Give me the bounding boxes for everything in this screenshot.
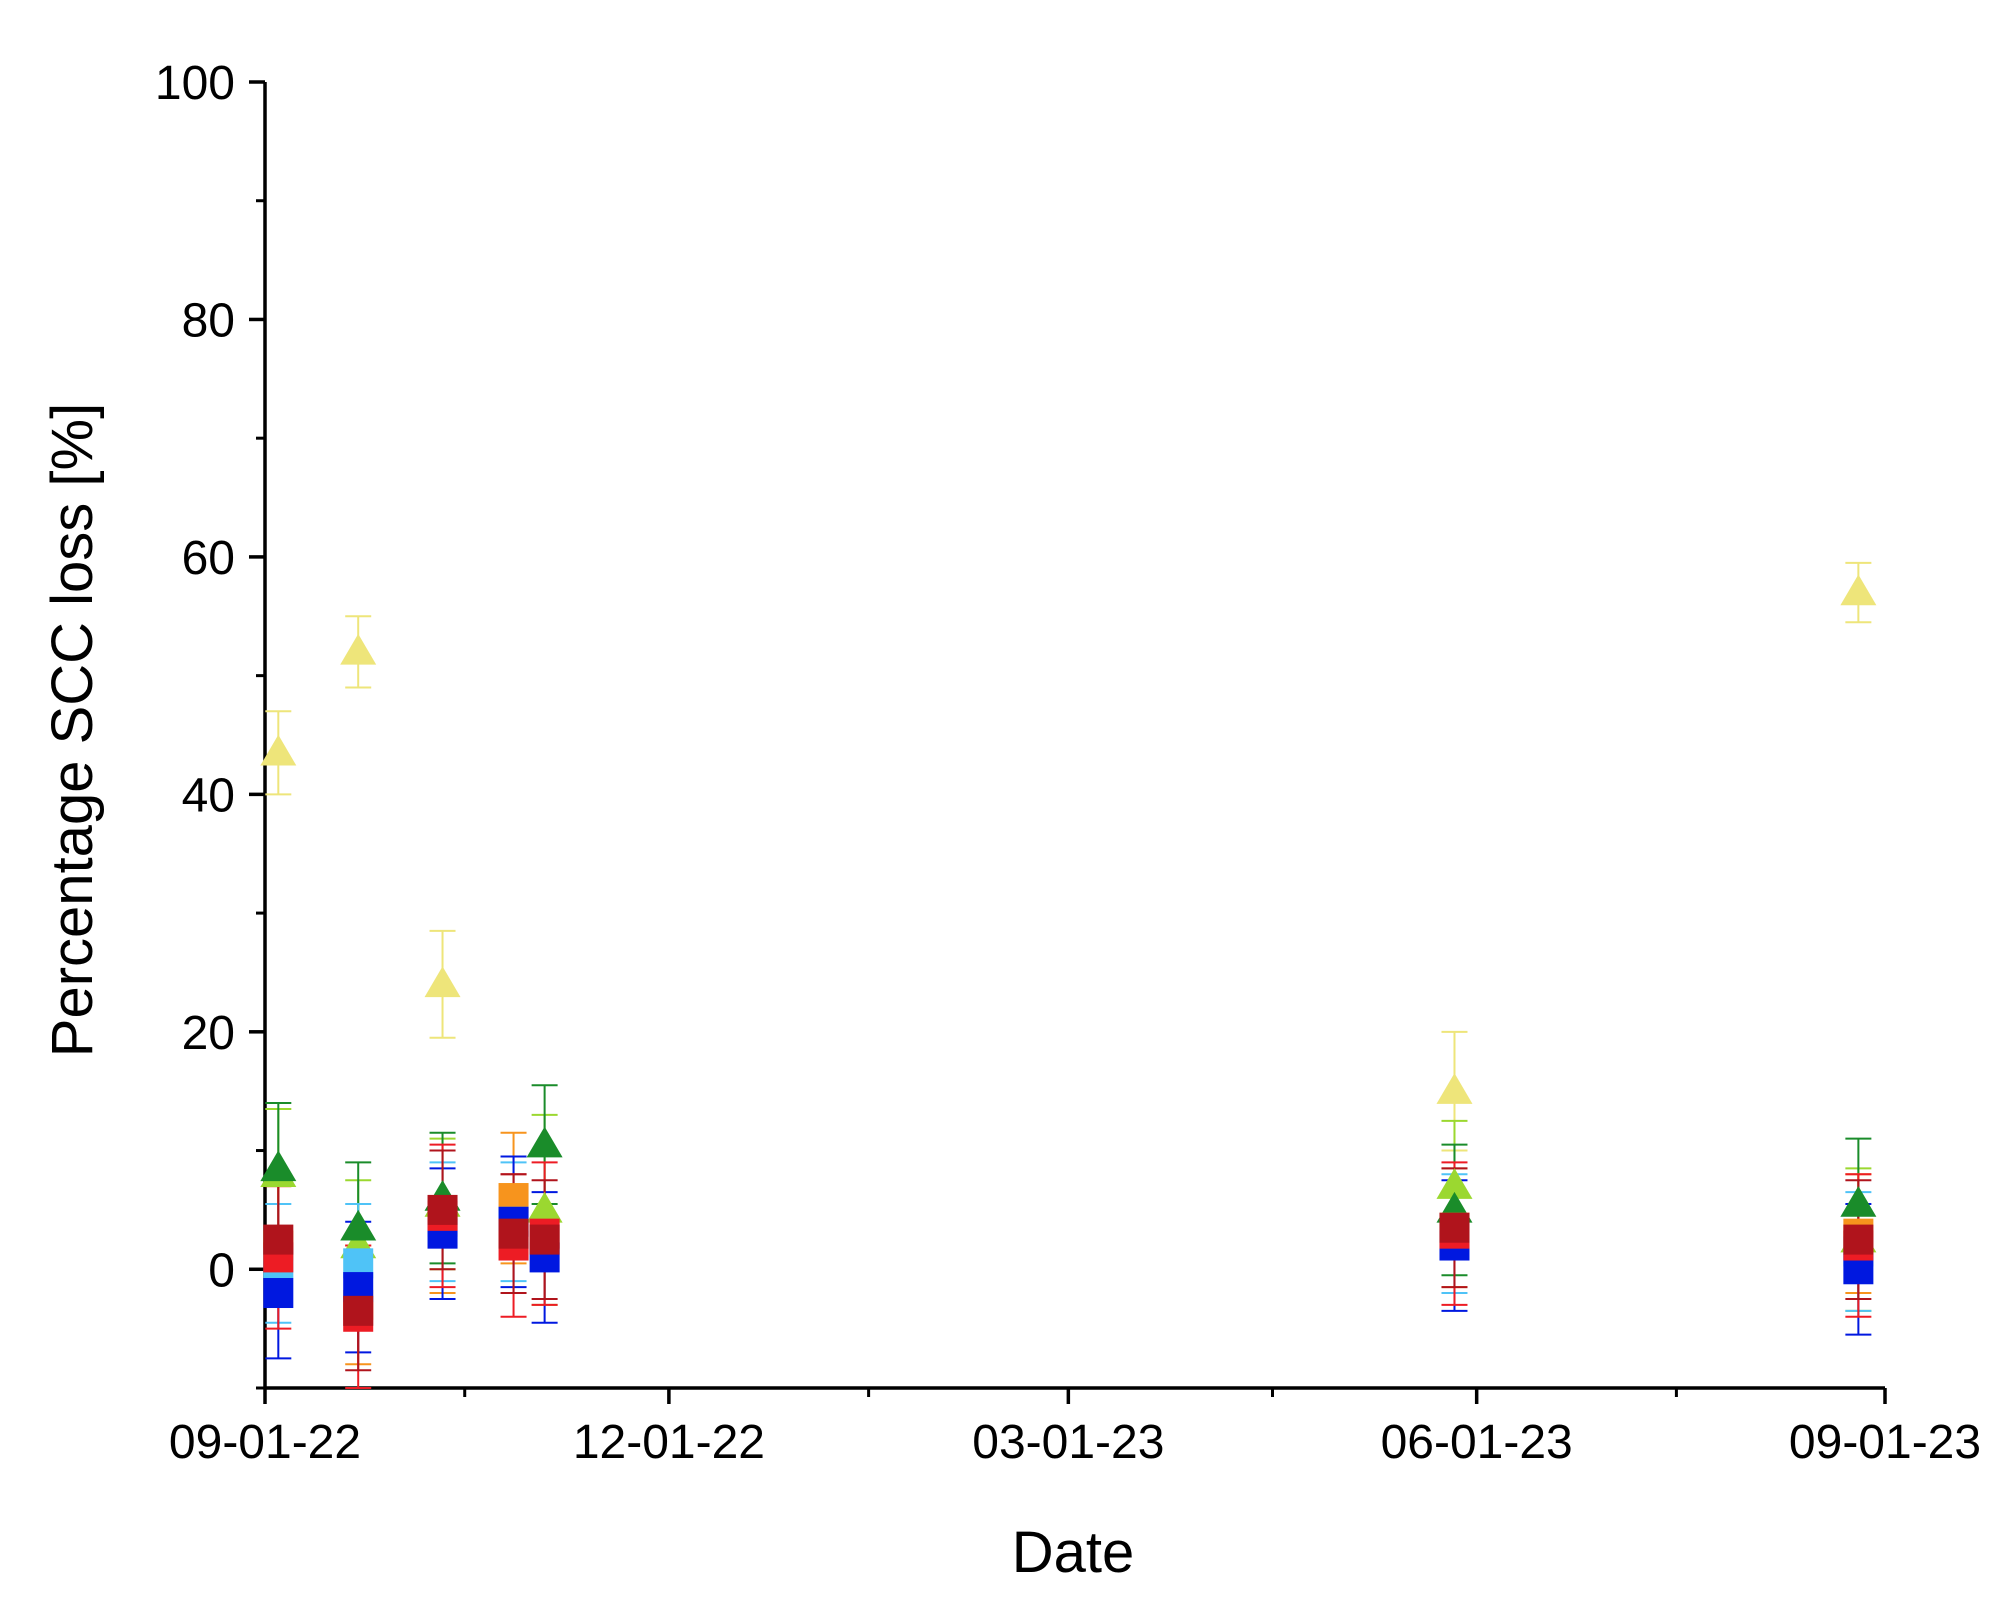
square-marker: [263, 1278, 294, 1309]
triangle-marker: [526, 1191, 563, 1223]
triangle-marker: [1436, 1168, 1473, 1199]
triangle-marker: [340, 633, 377, 665]
y-tick-label: 80: [182, 294, 235, 347]
data-points: [260, 574, 1877, 1332]
square-marker: [263, 1224, 294, 1255]
triangle-marker: [1840, 1185, 1877, 1217]
y-tick-label: 0: [208, 1244, 235, 1297]
y-tick-label: 40: [182, 769, 235, 822]
y-tick-label: 100: [155, 57, 235, 110]
triangle-marker: [526, 1126, 563, 1158]
x-tick-label: 03-01-23: [972, 1416, 1164, 1469]
triangle-marker: [1840, 574, 1877, 606]
square-marker: [1843, 1224, 1874, 1255]
square-marker: [1439, 1212, 1470, 1243]
square-marker: [427, 1194, 458, 1225]
square-marker: [498, 1218, 529, 1249]
y-tick-label: 20: [182, 1007, 235, 1060]
square-marker: [343, 1295, 374, 1326]
x-tick-label: 12-01-22: [573, 1416, 765, 1469]
triangle-marker: [260, 734, 297, 766]
x-tick-label: 06-01-23: [1381, 1416, 1573, 1469]
triangle-marker: [340, 1209, 377, 1241]
x-tick-label: 09-01-23: [1789, 1416, 1981, 1469]
y-tick-label: 60: [182, 532, 235, 585]
x-axis-label: Date: [1012, 1520, 1135, 1585]
triangle-marker: [260, 1150, 297, 1182]
x-tick-label: 09-01-22: [169, 1416, 361, 1469]
triangle-marker: [1436, 1073, 1473, 1104]
error-bars: [265, 561, 1872, 1389]
axes: 0 20 40 60 80 100 09-01-22 12-01-22 03-01-23 06-0…: [155, 57, 1981, 1469]
triangle-marker: [424, 966, 461, 998]
square-marker: [529, 1224, 560, 1255]
y-axis-label: Percentage SCC loss [%]: [40, 403, 105, 1057]
